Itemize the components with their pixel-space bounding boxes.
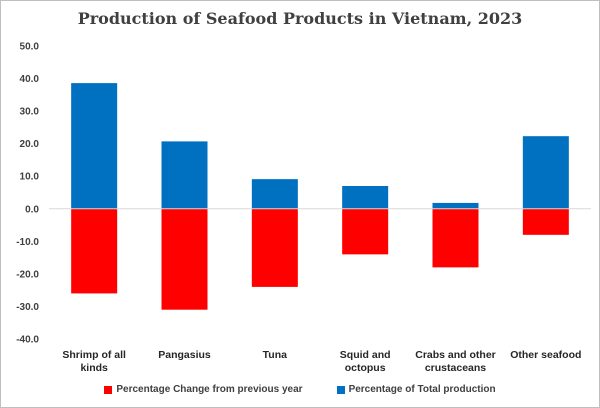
legend-swatch-total [336, 385, 345, 394]
y-tick-label: 40.0 [20, 74, 40, 85]
x-category-label: crustaceans [425, 362, 486, 374]
x-category-label: Pangasius [158, 349, 211, 361]
x-category-label: Shrimp of all [62, 349, 126, 361]
x-category-label: kinds [80, 362, 108, 374]
bar-total [161, 141, 208, 209]
y-tick-label: -10.0 [16, 237, 39, 248]
bar-total [522, 136, 569, 209]
bar-change [342, 208, 389, 255]
y-tick-label: 10.0 [20, 172, 40, 183]
y-tick-label: 30.0 [20, 107, 40, 118]
chart-plot: 50.0 40.0 30.0 20.0 10.0 0.0 -10.0 -20.0 -30.0 -4… [16, 42, 591, 374]
bar-total [432, 202, 479, 209]
bar-total [71, 83, 118, 209]
x-category-label: octopus [345, 362, 386, 374]
y-tick-label: 20.0 [20, 139, 40, 150]
bar-change [71, 208, 118, 294]
chart-legend: Percentage Change from previous year Per… [1, 384, 599, 395]
legend-label-total: Percentage of Total production [348, 384, 496, 395]
x-category-label: Other seafood [510, 349, 581, 361]
bar-total [251, 179, 298, 209]
y-tick-label: -20.0 [16, 269, 39, 280]
bar-change [161, 208, 208, 310]
x-category-label: Crabs and other [415, 349, 496, 361]
y-tick-label: -30.0 [16, 302, 39, 313]
legend-item-change: Percentage Change from previous year [104, 384, 303, 395]
legend-label-change: Percentage Change from previous year [116, 384, 303, 395]
bar-change [432, 208, 479, 268]
bar-change [522, 208, 569, 235]
y-tick-label: 50.0 [20, 42, 40, 53]
bar-total [342, 185, 389, 209]
legend-swatch-change [104, 385, 113, 394]
y-tick-label: -40.0 [16, 335, 39, 346]
chart-title: Production of Seafood Products in Vietna… [77, 9, 523, 28]
x-category-label: Squid and [340, 349, 391, 361]
x-category-label: Tuna [263, 349, 287, 361]
bar-change [251, 208, 298, 287]
legend-item-total: Percentage of Total production [336, 384, 496, 395]
y-tick-label: 0.0 [25, 204, 39, 215]
